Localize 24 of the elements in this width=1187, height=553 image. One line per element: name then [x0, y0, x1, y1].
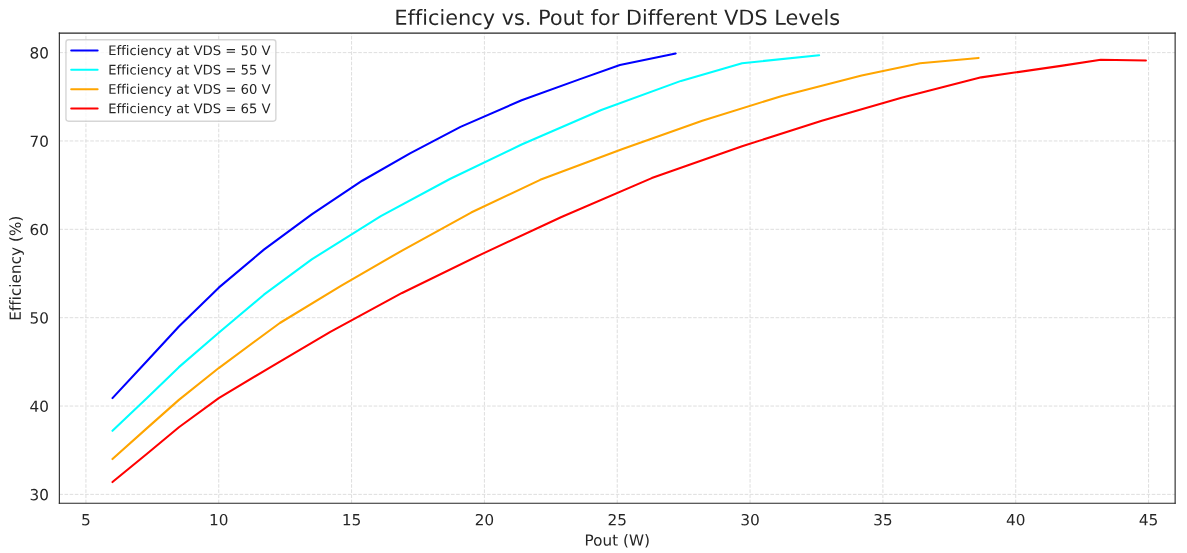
- legend-label: Efficiency at VDS = 55 V: [109, 64, 271, 78]
- line-series: [111, 58, 1147, 484]
- x-tick-label: 20: [475, 513, 494, 526]
- x-tick-label: 25: [608, 513, 626, 526]
- x-axis-title: Pout (W): [585, 534, 649, 548]
- x-tick-label: 30: [741, 513, 759, 526]
- legend-label: Efficiency at VDS = 65 V: [109, 103, 271, 116]
- line-series: [111, 56, 980, 461]
- x-tick-label: 35: [874, 513, 892, 526]
- y-tick-label: 50: [30, 312, 48, 324]
- x-tick-label: 5: [82, 514, 90, 526]
- y-axis-title: Efficiency (%): [9, 216, 24, 320]
- y-tick-label: 40: [30, 400, 48, 413]
- x-tick-label: 45: [1139, 514, 1157, 526]
- x-tick-label: 10: [210, 513, 228, 526]
- chart-title: Efficiency vs. Pout for Different VDS Levels: [396, 9, 840, 30]
- legend-label: Efficiency at VDS = 60 V: [109, 83, 271, 97]
- y-tick-label: 30: [30, 488, 48, 501]
- y-tick-label: 80: [30, 47, 48, 59]
- legend-label: Efficiency at VDS = 50 V: [109, 45, 271, 58]
- x-tick-label: 40: [1006, 513, 1025, 526]
- y-tick-label: 70: [30, 135, 48, 147]
- x-tick-label: 15: [343, 514, 360, 526]
- y-tick-label: 60: [30, 223, 48, 236]
